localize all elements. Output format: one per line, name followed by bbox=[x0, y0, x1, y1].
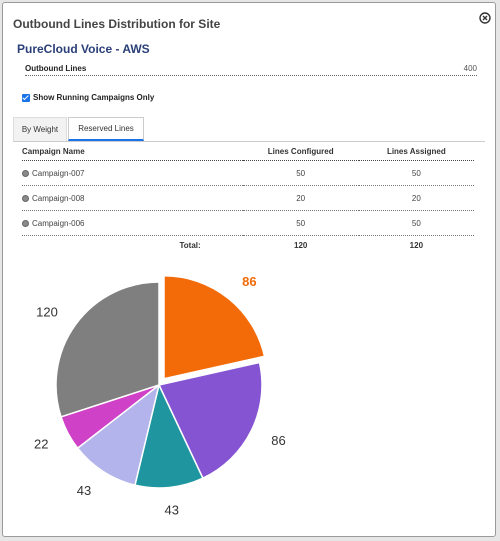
lines-assigned-cell: 20 bbox=[358, 185, 474, 211]
lines-configured-cell: 20 bbox=[242, 185, 359, 211]
status-dot-icon bbox=[22, 219, 29, 227]
status-dot-icon bbox=[22, 169, 29, 177]
show-running-campaigns-toggle[interactable]: Show Running Campaigns Only bbox=[22, 93, 154, 102]
lines-configured-cell: 50 bbox=[242, 210, 359, 236]
checkbox[interactable] bbox=[22, 93, 30, 102]
tab-by-weight[interactable]: By Weight bbox=[13, 117, 67, 141]
campaign-name: Campaign-007 bbox=[32, 168, 85, 178]
total-label: Total: bbox=[179, 240, 201, 250]
table-header: Campaign Name Lines Configured Lines Ass… bbox=[22, 142, 474, 161]
campaign-cell: Campaign-008 bbox=[22, 185, 243, 211]
campaign-table: Campaign Name Lines Configured Lines Ass… bbox=[22, 142, 474, 254]
tab-bar: By Weight Reserved Lines bbox=[13, 117, 485, 142]
lines-assigned-cell: 50 bbox=[358, 210, 474, 236]
dialog-title: Outbound Lines Distribution for Site bbox=[13, 17, 221, 31]
outbound-lines-dialog: Outbound Lines Distribution for Site Pur… bbox=[2, 2, 496, 537]
campaign-cell: Campaign-007 bbox=[22, 160, 243, 186]
outbound-lines-label: Outbound Lines bbox=[25, 64, 87, 73]
total-assigned: 120 bbox=[409, 240, 424, 250]
table-row: Campaign-008 20 20 bbox=[22, 185, 474, 211]
header-lines-assigned[interactable]: Lines Assigned bbox=[358, 142, 474, 161]
campaign-name: Campaign-006 bbox=[32, 218, 85, 228]
divider bbox=[25, 75, 477, 76]
campaign-name: Campaign-008 bbox=[32, 193, 85, 203]
tab-reserved-lines[interactable]: Reserved Lines bbox=[68, 117, 144, 141]
lines-configured-cell: 50 bbox=[242, 160, 359, 186]
total-configured: 120 bbox=[294, 240, 308, 250]
site-name: PureCloud Voice - AWS bbox=[17, 42, 150, 56]
close-icon[interactable] bbox=[479, 12, 491, 24]
total-row: Total: 120 120 bbox=[22, 236, 474, 255]
table-row: Campaign-007 50 50 bbox=[22, 160, 474, 186]
table-row: Campaign-006 50 50 bbox=[22, 210, 474, 236]
header-lines-configured[interactable]: Lines Configured bbox=[242, 142, 359, 161]
campaign-cell: Campaign-006 bbox=[22, 210, 243, 236]
lines-assigned-cell: 50 bbox=[358, 160, 474, 186]
header-campaign-name[interactable]: Campaign Name bbox=[22, 142, 243, 161]
status-dot-icon bbox=[22, 194, 29, 202]
checkbox-label: Show Running Campaigns Only bbox=[33, 93, 155, 102]
outbound-lines-value: 400 bbox=[463, 64, 477, 73]
